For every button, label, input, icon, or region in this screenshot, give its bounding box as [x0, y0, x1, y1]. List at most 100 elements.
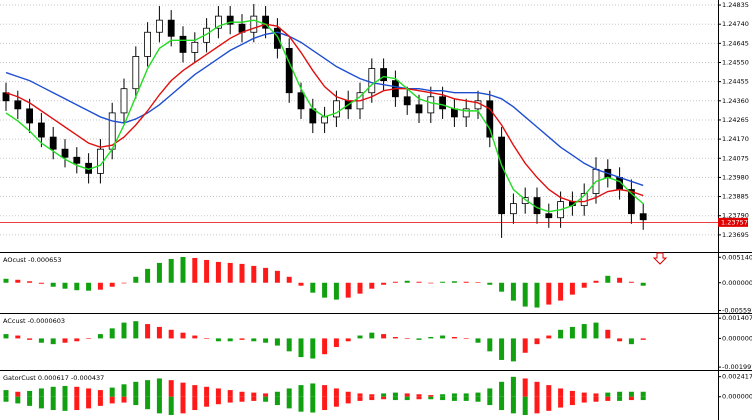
histogram-bar [428, 336, 434, 339]
histogram-bar [180, 382, 186, 397]
histogram-bar [133, 396, 139, 406]
histogram-bar [428, 396, 434, 400]
histogram-bar [27, 396, 33, 406]
histogram-bar [322, 282, 328, 298]
y-tick-label: 1.23695 [722, 231, 749, 239]
current-price-label: 1.23757 [721, 218, 748, 226]
candle-body [368, 68, 376, 94]
histogram-bar [605, 392, 611, 397]
histogram-bar [404, 280, 410, 283]
histogram-bar [286, 388, 292, 397]
histogram-bar [251, 396, 257, 401]
candle-body [380, 68, 388, 82]
histogram-bar [168, 396, 174, 416]
candle-body [285, 47, 293, 94]
histogram-bar [510, 338, 516, 362]
y-tick-label: 1.23790 [722, 212, 749, 220]
candle-body [120, 88, 128, 114]
histogram-bar [487, 396, 493, 406]
histogram-bar [499, 396, 505, 411]
histogram-bar [593, 393, 599, 397]
histogram-bar [215, 338, 221, 342]
histogram-bar [109, 282, 115, 287]
histogram-bar [121, 322, 127, 339]
indicator-title: ACcust -0.0000603 [3, 317, 65, 325]
histogram-bar [510, 376, 516, 397]
histogram-bar [628, 338, 634, 345]
histogram-bar [581, 396, 587, 403]
y-tick-label: 0.000000 [722, 334, 752, 342]
histogram-bar [263, 396, 269, 402]
histogram-bar [62, 396, 68, 411]
histogram-bar [15, 335, 21, 339]
histogram-bar [215, 388, 221, 397]
histogram-bar [109, 387, 115, 397]
candle-body [486, 100, 494, 138]
histogram-bar [640, 391, 646, 397]
histogram-bar [15, 279, 21, 283]
histogram-bar [451, 336, 457, 339]
histogram-bar [50, 338, 56, 345]
sell-arrow [652, 252, 668, 265]
histogram-bar [534, 338, 540, 345]
histogram-bar [558, 329, 564, 339]
y-tick-label: 1.24455 [722, 78, 749, 86]
histogram-bar [333, 282, 339, 300]
histogram-bar [97, 390, 103, 397]
histogram-bar [392, 392, 398, 397]
moving-average-line [5, 23, 644, 203]
histogram-bar [97, 396, 103, 406]
histogram-bar [381, 282, 387, 285]
histogram-bar [522, 338, 528, 353]
candle-body [332, 100, 340, 118]
candle-body [38, 122, 45, 138]
candle-body [179, 35, 187, 53]
histogram-bar [133, 321, 139, 339]
histogram-bar [345, 338, 351, 342]
histogram-bar [121, 282, 127, 284]
y-tick-label: -0.0019976 [722, 363, 752, 371]
histogram-bar [74, 338, 80, 342]
histogram-bar [345, 282, 351, 298]
y-tick-label: 1.24075 [722, 154, 749, 162]
histogram-bar [145, 396, 151, 410]
histogram-bar [298, 282, 304, 286]
histogram-bar [38, 396, 44, 409]
histogram-bar [274, 338, 280, 346]
histogram-bar [605, 329, 611, 339]
histogram-bar [263, 393, 269, 397]
histogram-bar [617, 338, 623, 342]
histogram-bar [3, 396, 9, 402]
histogram-bar [133, 276, 139, 283]
histogram-bar [416, 281, 422, 283]
histogram-bar [333, 396, 339, 407]
histogram-bar [62, 385, 68, 397]
histogram-bar [593, 322, 599, 339]
candle-body [191, 41, 199, 53]
candle-body [580, 193, 588, 207]
candle-body [297, 92, 305, 110]
y-tick-label: 1.24645 [722, 39, 749, 47]
candle-body [262, 15, 270, 29]
histogram-bar [581, 324, 587, 339]
y-tick-label: 1.23980 [722, 173, 749, 181]
histogram-bar [534, 381, 540, 397]
histogram-bar [617, 396, 623, 401]
histogram-bar [274, 396, 280, 406]
histogram-bar [310, 338, 316, 359]
candle-body [628, 189, 635, 215]
histogram-bar [392, 336, 398, 339]
histogram-bar [251, 265, 257, 283]
candle-body [155, 19, 163, 33]
histogram-bar [180, 256, 186, 283]
histogram-bar [628, 281, 634, 283]
y-tick-label: 1.23885 [722, 193, 749, 201]
histogram-bar [440, 396, 446, 401]
y-tick-label: 1.24170 [722, 135, 749, 143]
histogram-bar [227, 262, 233, 283]
histogram-bar [86, 396, 92, 409]
histogram-bar [204, 386, 210, 397]
histogram-bar [381, 396, 387, 400]
y-tick-label: 1.24360 [722, 97, 749, 105]
